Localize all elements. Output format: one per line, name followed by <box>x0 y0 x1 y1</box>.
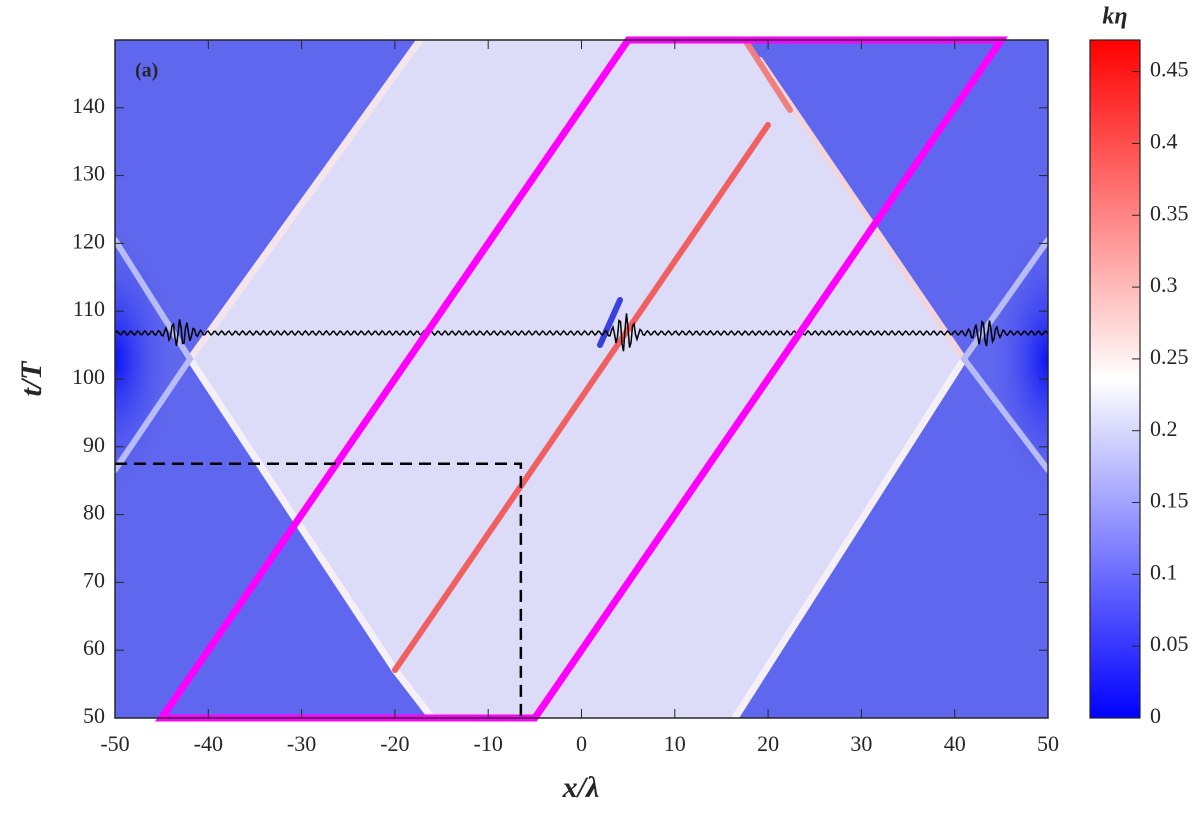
wave-trace <box>115 313 1048 352</box>
x-tick-label: 0 <box>576 731 587 756</box>
x-tick-label: 30 <box>850 731 872 756</box>
x-tick-label: -30 <box>287 731 316 756</box>
colorbar-tick-label: 0.35 <box>1150 200 1189 225</box>
colorbar-tick-label: 0.4 <box>1150 128 1178 153</box>
y-tick-label: 90 <box>83 432 105 457</box>
dashed-guide <box>115 462 523 718</box>
y-tick-label: 120 <box>72 228 105 253</box>
colorbar-tick-label: 0.05 <box>1150 631 1189 656</box>
colorbar-tick-label: 0.45 <box>1150 57 1189 82</box>
colorbar-tick-label: 0.1 <box>1150 559 1178 584</box>
x-tick-label: -10 <box>474 731 503 756</box>
y-tick-label: 80 <box>83 500 105 525</box>
y-tick-label: 60 <box>83 635 105 660</box>
y-tick-label: 100 <box>72 364 105 389</box>
x-tick-label: 10 <box>664 731 686 756</box>
x-tick-label: 50 <box>1037 731 1059 756</box>
x-axis-label: x/λ <box>562 771 600 804</box>
y-tick-label: 50 <box>83 703 105 728</box>
y-tick-label: 110 <box>73 296 105 321</box>
x-tick-label: 20 <box>757 731 779 756</box>
x-tick-label: -20 <box>380 731 409 756</box>
colorbar-tick-label: 0.2 <box>1150 416 1178 441</box>
colorbar-label: kη <box>1102 4 1127 30</box>
y-tick-label: 70 <box>83 567 105 592</box>
panel-label: (a) <box>135 60 158 82</box>
x-tick-label: -50 <box>100 731 129 756</box>
heatmap <box>115 40 1048 718</box>
x-tick-label: -40 <box>194 731 223 756</box>
x-tick-label: 40 <box>944 731 966 756</box>
colorbar <box>1089 39 1141 719</box>
colorbar-tick-label: 0.15 <box>1150 488 1189 513</box>
y-tick-label: 140 <box>72 93 105 118</box>
colorbar-tick-label: 0.25 <box>1150 344 1189 369</box>
colorbar-tick-label: 0.3 <box>1150 272 1178 297</box>
y-axis-label: t/T <box>15 360 48 397</box>
y-tick-label: 130 <box>72 161 105 186</box>
colorbar-tick-label: 0 <box>1150 703 1161 728</box>
